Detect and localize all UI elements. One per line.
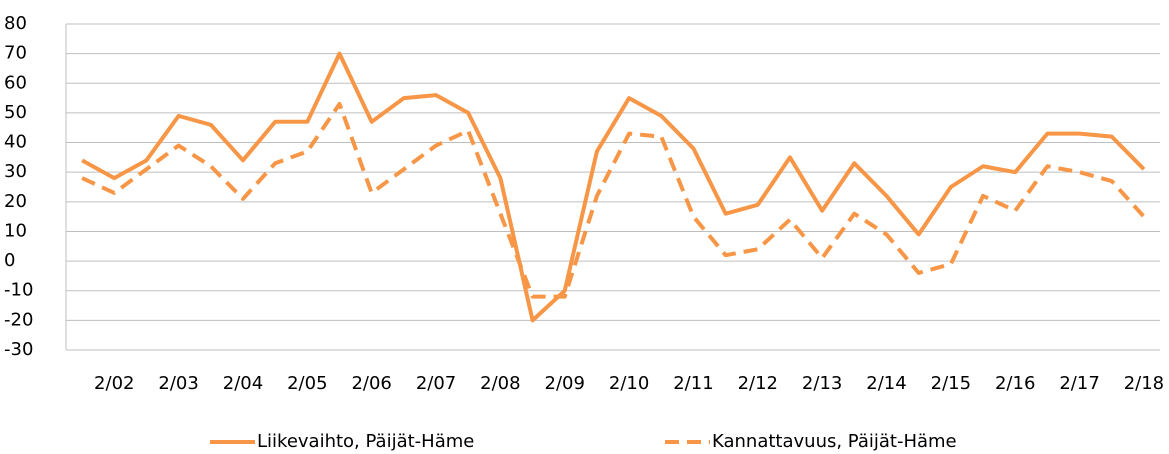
y-tick-label: 50 [4, 102, 27, 123]
series-line [81, 51, 1146, 323]
x-tick-label: 2/07 [416, 373, 456, 394]
x-tick-label: 2/06 [351, 373, 391, 394]
y-tick-label: 80 [4, 13, 27, 34]
y-tick-label: 20 [4, 191, 27, 212]
x-tick-label: 2/03 [158, 373, 198, 394]
x-tick-label: 2/09 [545, 373, 585, 394]
x-tick-label: 2/13 [802, 373, 842, 394]
x-tick-label: 2/14 [866, 373, 906, 394]
x-tick-label: 2/17 [1059, 373, 1099, 394]
x-tick-label: 2/10 [609, 373, 649, 394]
y-tick-label: -10 [4, 280, 33, 301]
x-tick-label: 2/16 [995, 373, 1035, 394]
x-tick-label: 2/04 [223, 373, 263, 394]
y-tick-label: 40 [4, 132, 27, 153]
x-tick-label: 2/12 [738, 373, 778, 394]
y-tick-label: -20 [4, 309, 33, 330]
y-tick-label: 70 [4, 43, 27, 64]
x-tick-label: 2/15 [931, 373, 971, 394]
y-tick-label: 10 [4, 220, 27, 241]
x-tick-label: 2/08 [480, 373, 520, 394]
x-tick-label: 2/05 [287, 373, 327, 394]
y-tick-label: 30 [4, 161, 27, 182]
y-tick-label: -30 [4, 339, 33, 360]
y-tick-label: 60 [4, 72, 27, 93]
x-tick-label: 2/11 [673, 373, 713, 394]
x-tick-label: 2/18 [1124, 373, 1164, 394]
y-tick-label: 0 [4, 250, 15, 271]
legend-label: Liikevaihto, Päijät-Häme [257, 431, 474, 452]
legend-label: Kannattavuus, Päijät-Häme [712, 431, 957, 452]
series-line [81, 102, 1146, 299]
x-tick-label: 2/02 [94, 373, 134, 394]
